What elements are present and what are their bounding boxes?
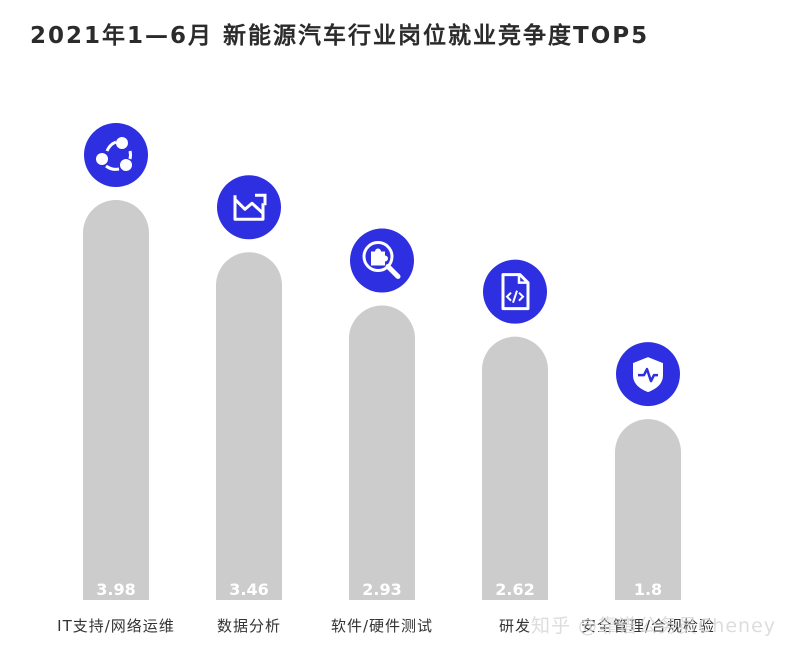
code-file-icon [483, 259, 547, 324]
watermark-text: 知乎 @靠谱公务员Cheney [530, 615, 776, 637]
category-label-3: 软件/硬件测试 [331, 617, 433, 635]
category-label-1: IT支持/网络运维 [57, 617, 175, 635]
bar-4 [482, 336, 548, 600]
value-label-3: 2.93 [362, 580, 401, 599]
value-label-1: 3.98 [96, 580, 135, 599]
value-label-2: 3.46 [229, 580, 268, 599]
chart-title: 2021年1—6月 新能源汽车行业岗位就业竞争度TOP5 [30, 23, 650, 49]
category-label-5: 安全管理/合规检验 [581, 617, 715, 635]
bar-1 [83, 200, 149, 600]
bar-3 [349, 305, 415, 600]
category-label-4: 研发 [499, 617, 531, 635]
shield-pulse-icon [616, 342, 680, 407]
puzzle-search-icon [350, 228, 414, 293]
bar-2 [216, 252, 282, 600]
value-label-4: 2.62 [495, 580, 534, 599]
value-label-5: 1.8 [634, 580, 662, 599]
share-network-icon [84, 123, 148, 187]
trend-chart-icon [217, 175, 281, 240]
bar-5 [615, 419, 681, 600]
category-label-2: 数据分析 [217, 617, 281, 635]
